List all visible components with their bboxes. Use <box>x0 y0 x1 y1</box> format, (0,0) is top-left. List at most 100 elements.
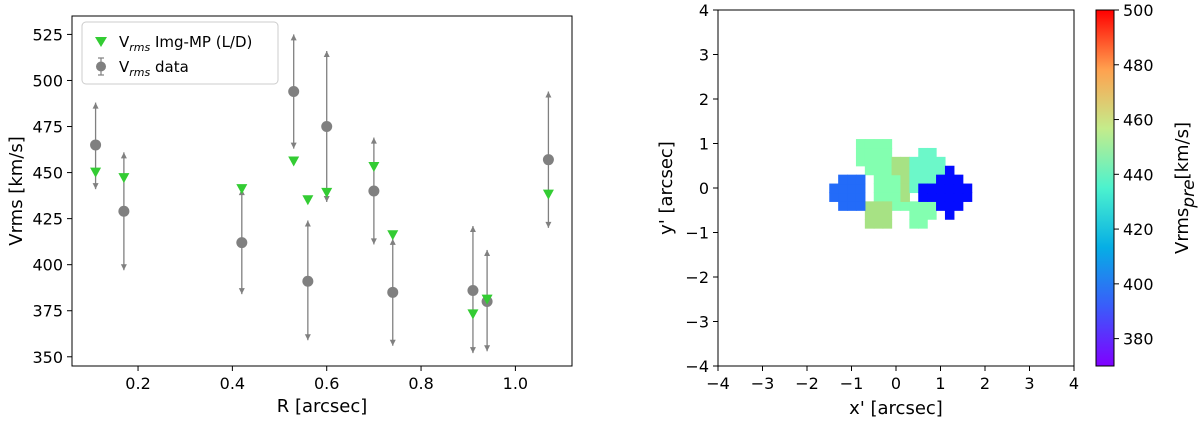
heatmap-cell <box>882 147 893 158</box>
colorbar-ticks: 380 400 420 440 460 480 500 <box>1114 1 1154 349</box>
vrms-map-chart: −4 −3 −2 −1 0 1 2 3 4 −4 −3 −2 −1 0 1 2 3 4 x' [arcsec] y… <box>656 1 1199 419</box>
errorbar-cap-bottom <box>290 142 297 149</box>
data-point <box>236 189 248 295</box>
x-tick-label: −1 <box>840 374 864 393</box>
heatmap-cell <box>927 165 937 176</box>
model-point-triangle <box>302 195 314 206</box>
heatmap-cell <box>864 210 875 220</box>
data-point <box>118 152 130 271</box>
heatmap-cell <box>909 165 919 176</box>
heatmap-cell <box>944 192 955 202</box>
heatmap-cell <box>873 174 884 185</box>
legend-triangle-marker <box>95 37 107 47</box>
heatmap-cell <box>864 139 875 149</box>
x-tick-label: 1.0 <box>503 374 528 393</box>
data-point-circle <box>542 154 554 166</box>
errorbar-cap-top <box>370 137 377 144</box>
data-point <box>467 226 479 354</box>
heatmap-cell <box>918 147 928 158</box>
errorbar-cap-bottom <box>238 288 245 295</box>
heatmap-cell <box>944 183 955 194</box>
heatmap-cell <box>838 201 848 211</box>
heatmap-cell <box>909 183 919 194</box>
errorbar-cap-top <box>304 220 311 227</box>
heatmap-cell <box>847 192 857 202</box>
y-tick-label: 475 <box>32 118 63 137</box>
heatmap-cell <box>918 156 928 167</box>
heatmap-cell <box>829 192 839 202</box>
heatmap-cell <box>900 192 910 202</box>
x-tick-label: 2 <box>980 374 990 393</box>
errorbar-cap-top <box>290 34 297 41</box>
heatmap-cell <box>891 165 902 176</box>
y-tick-label: −1 <box>685 224 709 243</box>
colorbar-tick-label: 460 <box>1123 111 1154 130</box>
heatmap-cell <box>936 174 946 185</box>
heatmap-cell <box>829 183 839 194</box>
legend-box <box>81 21 279 85</box>
x-tick-label: 1 <box>935 374 945 393</box>
heatmap-cell <box>918 192 928 202</box>
heatmap-cell <box>882 156 893 167</box>
colorbar-tick-label: 500 <box>1123 1 1154 20</box>
y-tick-label: 375 <box>32 302 63 321</box>
legend-circle-marker <box>96 61 106 72</box>
data-point <box>542 91 554 228</box>
heatmap-cell <box>873 139 884 149</box>
heatmap-cell <box>847 174 857 185</box>
y-tick-label: 350 <box>32 348 63 367</box>
data-point-circle <box>90 139 102 151</box>
data-point-circle <box>118 205 130 217</box>
heatmap-cell <box>864 156 875 167</box>
heatmap-cell <box>900 201 910 211</box>
scatter-marks <box>90 34 554 354</box>
heatmap-cell <box>855 192 866 202</box>
heatmap-cells <box>829 139 973 229</box>
errorbar-cap-bottom <box>484 345 491 352</box>
model-point-triangle <box>387 230 399 241</box>
heatmap-cell <box>847 183 857 194</box>
errorbar-cap-bottom <box>545 221 552 228</box>
legend-label-data: Vrms data <box>119 58 189 79</box>
heatmap-cell <box>900 174 910 185</box>
heatmap-cell <box>918 201 928 211</box>
heatmap-cell <box>918 183 928 194</box>
heatmap-cell <box>882 165 893 176</box>
errorbar-cap-bottom <box>469 347 476 354</box>
heatmap-cell <box>927 183 937 194</box>
y-tick-label: 525 <box>32 25 63 44</box>
y-tick-label: 500 <box>32 71 63 90</box>
heatmap-cell <box>909 156 919 167</box>
heatmap-cell <box>838 183 848 194</box>
y-tick-label: 1 <box>699 135 709 154</box>
y-tick-label: 0 <box>699 179 709 198</box>
y-tick-label: 2 <box>699 90 709 109</box>
heatmap-cell <box>918 210 928 220</box>
data-point-circle <box>387 286 399 298</box>
heatmap-cell <box>936 165 946 176</box>
left-x-axis-label: R [arcsec] <box>277 396 368 417</box>
heatmap-cell <box>900 165 910 176</box>
model-point-triangle <box>481 294 493 305</box>
x-tick-label: 0.8 <box>408 374 433 393</box>
errorbar-cap-top <box>484 249 491 256</box>
model-point-triangle <box>467 309 479 320</box>
heatmap-cell <box>882 219 893 229</box>
y-tick-label: −3 <box>685 313 709 332</box>
data-point <box>302 220 314 341</box>
left-y-axis-label: Vrms [km/s] <box>6 136 27 245</box>
data-point <box>368 137 380 245</box>
model-point-triangle <box>368 162 380 173</box>
heatmap-cell <box>873 156 884 167</box>
data-point <box>387 238 399 346</box>
heatmap-cell <box>953 183 964 194</box>
model-point-triangle <box>90 167 102 178</box>
model-point-triangle <box>288 156 300 167</box>
heatmap-cell <box>882 174 893 185</box>
heatmap-cell <box>927 147 937 158</box>
heatmap-cell <box>864 219 875 229</box>
legend: Vrms Img-MP (L/D) Vrms data <box>81 21 279 85</box>
heatmap-cell <box>838 174 848 185</box>
heatmap-cell <box>855 201 866 211</box>
